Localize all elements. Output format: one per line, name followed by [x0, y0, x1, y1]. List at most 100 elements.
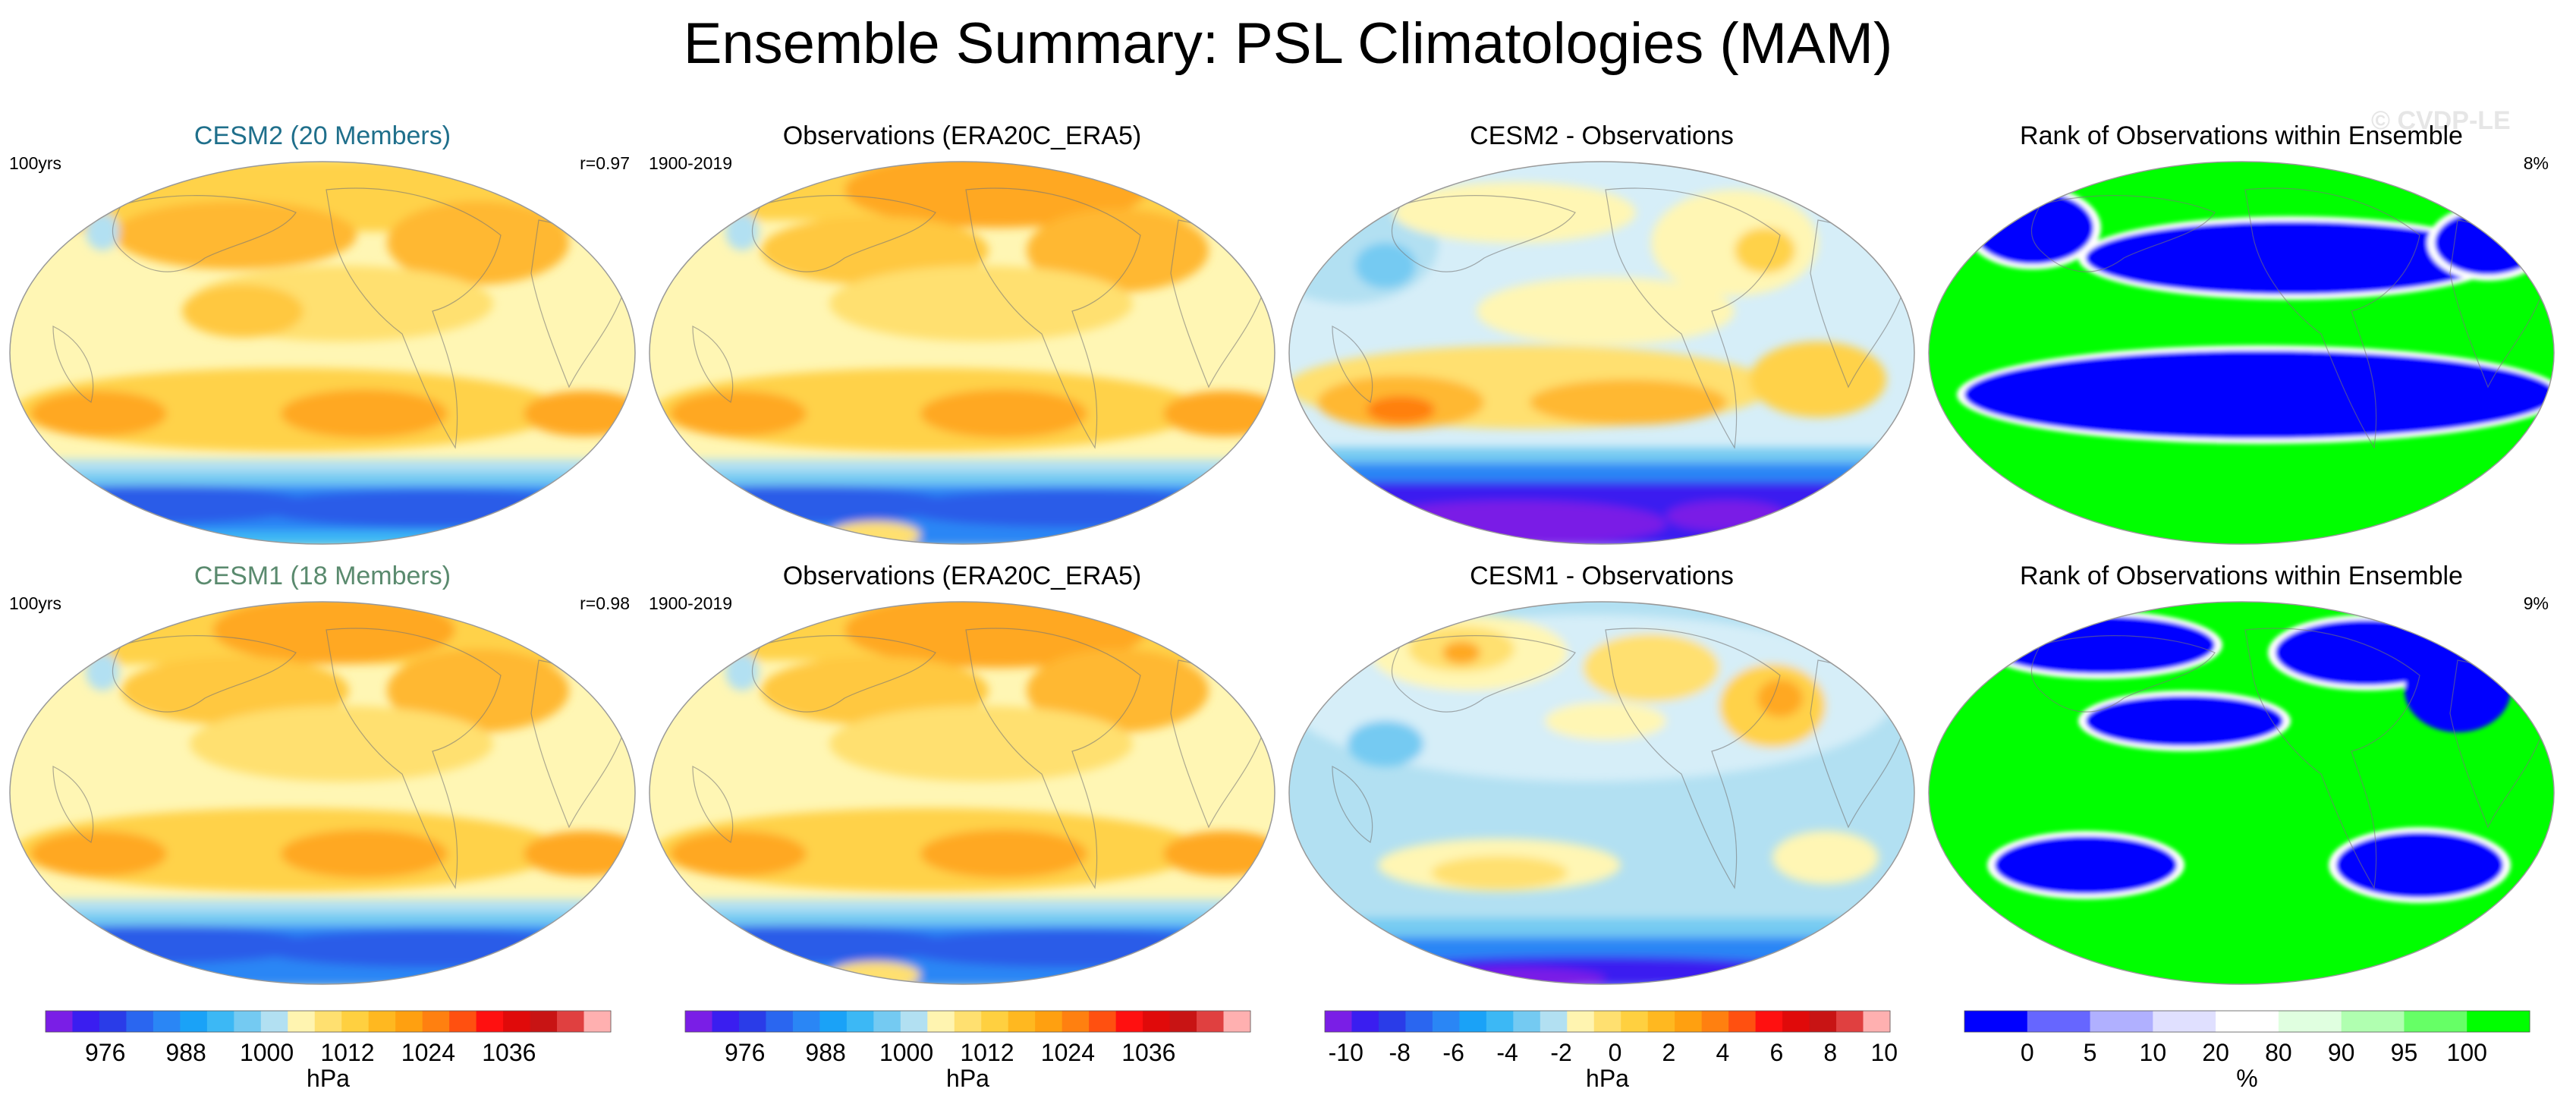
panel-cesm1-mean: CESM1 (18 Members) 100yrs r=0.98	[8, 562, 637, 1002]
colorbar-swatch	[180, 1011, 208, 1032]
colorbar-tick-label: 4	[1716, 1039, 1730, 1066]
panel-title: CESM2 - Observations	[1470, 121, 1734, 150]
colorbar-swatch	[1809, 1011, 1837, 1032]
colorbar-swatch	[819, 1011, 848, 1032]
colorbar-swatch	[846, 1011, 874, 1032]
colorbar-tick-label: -4	[1496, 1039, 1518, 1066]
colorbar-diff: -10 -8 -6 -4 -2 0 2 4 6 8 10 hPa	[1324, 1010, 1898, 1092]
colorbar-swatch	[126, 1011, 154, 1032]
colorbar-tick-label: 80	[2265, 1039, 2292, 1066]
colorbar-swatch	[2216, 1011, 2279, 1032]
colorbar-unit-label: %	[2236, 1065, 2257, 1092]
colorbar-tick-label: 988	[805, 1039, 845, 1066]
colorbar-swatch	[1062, 1011, 1090, 1032]
colorbar-tick-label: 1000	[240, 1039, 294, 1066]
colorbar-swatch	[46, 1011, 73, 1032]
colorbar-swatch	[234, 1011, 262, 1032]
colorbar-swatch	[2341, 1011, 2405, 1032]
colorbar-swatch	[1035, 1011, 1063, 1032]
panel-title: CESM1 - Observations	[1470, 562, 1734, 590]
colorbar-psl-2: 976 988 1000 1012 1024 1036 hPa	[684, 1010, 1251, 1092]
colorbar-swatch	[1378, 1011, 1406, 1032]
colorbar-tick-label: 8	[1823, 1039, 1837, 1066]
colorbar-tick-label: 988	[165, 1039, 206, 1066]
figure-title: Ensemble Summary: PSL Climatologies (MAM…	[683, 11, 1893, 76]
panel-years-label: 1900-2019	[649, 593, 732, 613]
colorbar-psl-1: 976 988 1000 1012 1024 1036 hPa	[45, 1010, 612, 1092]
panel-title: Observations (ERA20C_ERA5)	[782, 121, 1142, 150]
colorbar-swatch	[712, 1011, 740, 1032]
panel-title: CESM1 (18 Members)	[193, 562, 451, 590]
colorbar-tick-label: 0	[2021, 1039, 2034, 1066]
panel-percent-label: 8%	[2523, 153, 2549, 173]
panel-obs-mean-1: Observations (ERA20C_ERA5) 1900-2019	[647, 121, 1277, 562]
colorbar-swatch	[206, 1011, 234, 1032]
colorbar-tick-label: 1000	[879, 1039, 933, 1066]
colorbar-swatch	[981, 1011, 1009, 1032]
panel-title: Rank of Observations within Ensemble	[2020, 121, 2463, 150]
colorbar-swatch	[873, 1011, 901, 1032]
colorbar-swatch	[900, 1011, 928, 1032]
colorbar-tick-label: 976	[85, 1039, 125, 1066]
colorbar-rank: 0 5 10 20 80 90 95 100%	[1964, 1010, 2530, 1092]
colorbar-swatch	[503, 1011, 531, 1032]
panel-correlation-label: r=0.97	[580, 153, 630, 173]
rank-map	[1928, 601, 2555, 985]
colorbar-tick-label: 20	[2202, 1039, 2229, 1066]
colorbar-swatch	[1486, 1011, 1514, 1032]
colorbar-swatch	[288, 1011, 316, 1032]
colorbar-swatch	[792, 1011, 820, 1032]
colorbar-tick-label: -2	[1550, 1039, 1571, 1066]
colorbar-unit-label: hPa	[307, 1065, 350, 1092]
colorbar-swatch	[557, 1011, 585, 1032]
colorbar-swatch	[395, 1011, 423, 1032]
colorbar-border	[684, 1010, 1251, 1033]
panel-cesm1-rank: Rank of Observations within Ensemble 9%	[1926, 562, 2556, 1002]
colorbar-unit-label: hPa	[946, 1065, 989, 1092]
watermark: © CVDP-LE	[2371, 106, 2511, 135]
colorbar-swatch	[1223, 1011, 1251, 1032]
colorbar-tick-label: -10	[1329, 1039, 1363, 1066]
colorbar-swatch	[368, 1011, 396, 1032]
colorbar-tick-label: 90	[2328, 1039, 2355, 1066]
colorbar-swatch	[341, 1011, 370, 1032]
colorbar-tick-label: 10	[2140, 1039, 2167, 1066]
colorbar-swatch	[1115, 1011, 1143, 1032]
colorbar-swatch	[1325, 1011, 1352, 1032]
colorbar-swatch	[1836, 1011, 1864, 1032]
colorbar-swatch	[1701, 1011, 1729, 1032]
colorbar-swatch	[422, 1011, 450, 1032]
colorbar-tick-label: 2	[1662, 1039, 1676, 1066]
panel-cesm2-mean: CESM2 (20 Members) 100yrs r=0.97	[8, 121, 637, 562]
colorbar-swatch	[1647, 1011, 1675, 1032]
colorbar-unit-label: hPa	[1586, 1065, 1629, 1092]
panel-correlation-label: r=0.98	[580, 593, 630, 613]
colorbar-tick-label: 1024	[1041, 1039, 1095, 1066]
colorbar-tick-label: 0	[1609, 1039, 1622, 1066]
colorbar-swatch	[1197, 1011, 1225, 1032]
colorbar-swatch	[954, 1011, 982, 1032]
colorbar-swatch	[685, 1011, 712, 1032]
colorbar-swatch	[1593, 1011, 1621, 1032]
panel-years-label: 100yrs	[9, 593, 62, 613]
colorbar-swatch	[1621, 1011, 1649, 1032]
psl-map	[649, 161, 1275, 545]
colorbar-swatch	[1675, 1011, 1703, 1032]
colorbar-swatch	[1540, 1011, 1568, 1032]
colorbar-swatch	[1143, 1011, 1171, 1032]
colorbar-swatch	[314, 1011, 342, 1032]
colorbar-tick-label: 1036	[482, 1039, 536, 1066]
colorbar-swatch	[1405, 1011, 1433, 1032]
colorbar-swatch	[2027, 1011, 2091, 1032]
colorbar-border	[45, 1010, 612, 1033]
colorbar-swatch	[738, 1011, 766, 1032]
colorbar-tick-label: 95	[2391, 1039, 2418, 1066]
colorbar-swatch	[1351, 1011, 1379, 1032]
colorbar-swatch	[2467, 1011, 2530, 1032]
colorbar-swatch	[927, 1011, 955, 1032]
colorbar-swatch	[2404, 1011, 2467, 1032]
panel-cesm1-diff: CESM1 - Observations	[1287, 562, 1917, 1002]
colorbar-tick-label: 100	[2447, 1039, 2487, 1066]
colorbar-swatch	[2278, 1011, 2342, 1032]
panel-cesm2-rank: Rank of Observations within Ensemble 8%	[1926, 121, 2556, 562]
